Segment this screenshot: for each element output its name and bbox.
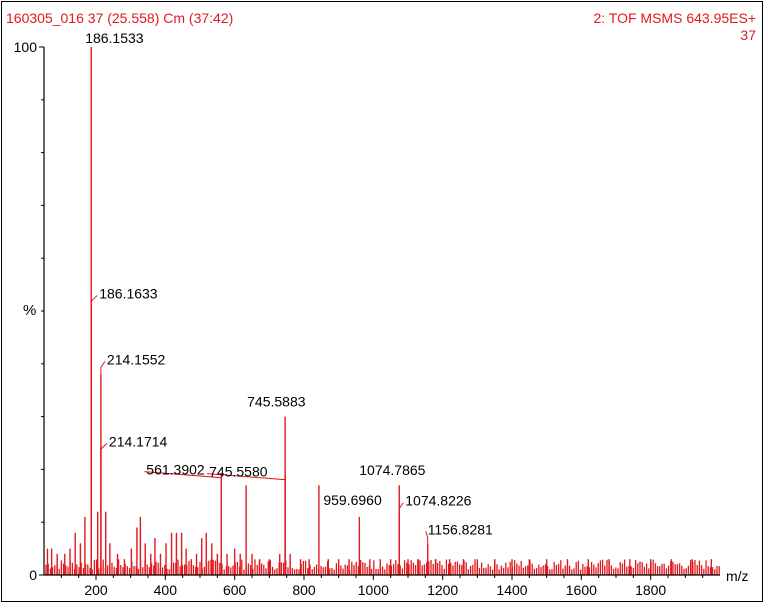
peak-label-leader [90, 295, 98, 303]
peak-label: 561.3902 [146, 462, 205, 478]
peak-label: 186.1633 [99, 285, 158, 301]
x-tick-label: 1600 [566, 582, 597, 598]
peak-label-leader [100, 361, 106, 375]
peak-label: 1074.7865 [359, 462, 425, 478]
peak-label-leader [207, 473, 286, 481]
x-axis-label: m/z [726, 568, 749, 584]
x-tick-label: 1000 [358, 582, 389, 598]
peak-label: 1074.8226 [405, 493, 471, 509]
peak-label-leader [100, 442, 108, 451]
peak-label-leader [425, 531, 429, 544]
x-tick-label: 1400 [496, 582, 527, 598]
peak-label: 745.5580 [209, 464, 268, 480]
peak-label: 186.1533 [85, 30, 144, 46]
y-tick-label: 100 [14, 39, 38, 55]
x-tick-label: 1800 [635, 582, 666, 598]
x-tick-label: 200 [84, 582, 108, 598]
spectrum-header-right: 2: TOF MSMS 643.95ES+ [593, 10, 756, 26]
y-axis-label: % [23, 302, 36, 319]
x-tick-label: 400 [154, 582, 178, 598]
x-tick-label: 800 [292, 582, 316, 598]
peak-label-leader [144, 471, 222, 479]
x-tick-label: 600 [223, 582, 247, 598]
peak-label: 1156.8281 [428, 521, 493, 537]
peak-label: 214.1714 [109, 433, 168, 449]
spectrum-header-right-sub: 37 [740, 27, 756, 43]
x-tick-label: 1200 [427, 582, 458, 598]
peak-label: 214.1552 [107, 351, 166, 367]
spectrum-header-left: 160305_016 37 (25.558) Cm (37:42) [6, 10, 234, 26]
peak-label: 959.6960 [323, 492, 382, 508]
peak-label: 745.5883 [247, 394, 306, 410]
y-tick-label: 0 [29, 567, 37, 583]
peak-label-leader [398, 502, 404, 512]
